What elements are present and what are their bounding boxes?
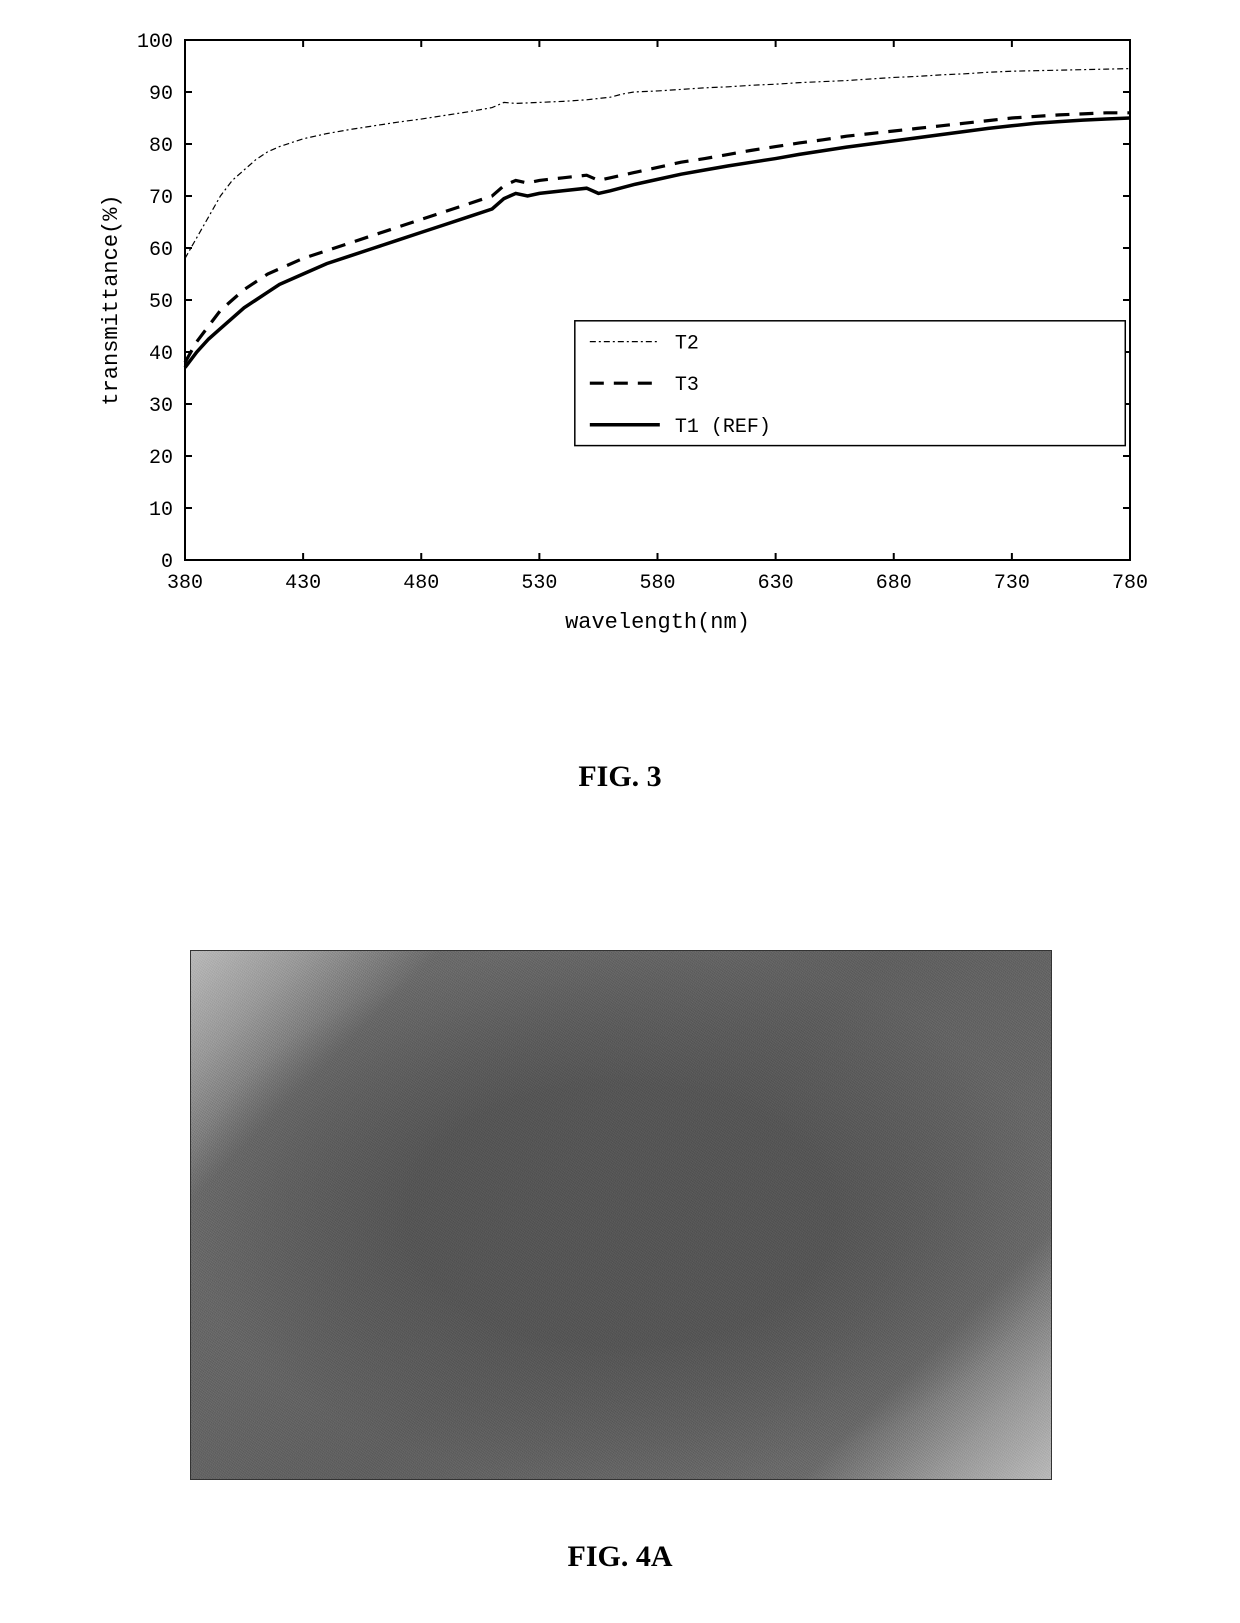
legend-box [575, 321, 1125, 446]
photo-texture [191, 951, 1051, 1479]
y-tick-label: 90 [149, 83, 173, 106]
figure-3-caption: FIG. 3 [0, 760, 1240, 794]
x-tick-label: 630 [758, 572, 794, 595]
y-tick-label: 0 [161, 551, 173, 574]
x-tick-label: 430 [285, 572, 321, 595]
legend-label: T3 [675, 374, 699, 397]
x-tick-label: 480 [403, 572, 439, 595]
x-axis-label: wavelength(nm) [565, 610, 750, 635]
y-tick-label: 40 [149, 343, 173, 366]
y-tick-label: 60 [149, 239, 173, 262]
transmittance-chart: 380 430 480 530 580 630 680 730 780 0 10 20 30 40 50 60… [90, 30, 1150, 650]
y-tick-label: 70 [149, 187, 173, 210]
y-axis-label: transmittance(%) [99, 194, 124, 405]
x-tick-label: 380 [167, 572, 203, 595]
x-tick-label: 580 [639, 572, 675, 595]
y-tick-label: 80 [149, 135, 173, 158]
y-tick-label: 50 [149, 291, 173, 314]
y-tick-label: 100 [137, 31, 173, 54]
y-tick-label: 30 [149, 395, 173, 418]
legend-label: T1 (REF) [675, 416, 771, 439]
x-tick-label: 680 [876, 572, 912, 595]
x-tick-label: 730 [994, 572, 1030, 595]
x-tick-label: 780 [1112, 572, 1148, 595]
plot-area [185, 40, 1130, 560]
y-tick-label: 10 [149, 499, 173, 522]
legend-label: T2 [675, 333, 699, 356]
x-tick-label: 530 [521, 572, 557, 595]
chart-svg: 380 430 480 530 580 630 680 730 780 0 10 20 30 40 50 60… [90, 30, 1150, 650]
sample-photo [190, 950, 1052, 1480]
figure-4a-caption: FIG. 4A [0, 1540, 1240, 1574]
y-tick-label: 20 [149, 447, 173, 470]
